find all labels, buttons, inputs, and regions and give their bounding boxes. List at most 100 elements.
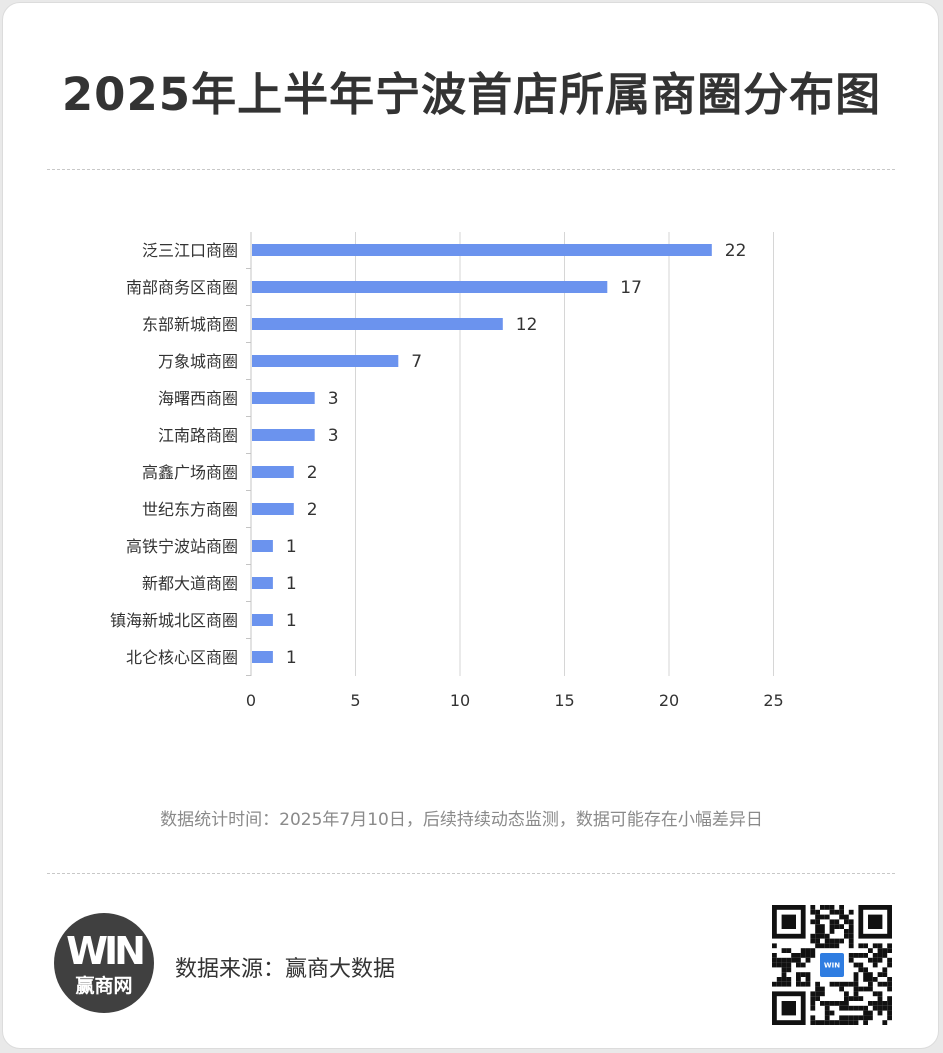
qr-module bbox=[853, 1020, 859, 1025]
top-divider bbox=[47, 169, 895, 170]
qr-badge bbox=[820, 953, 844, 977]
qr-module bbox=[772, 943, 777, 949]
qr-module bbox=[853, 962, 859, 968]
qr-module bbox=[863, 943, 868, 949]
qr-module bbox=[877, 1005, 883, 1011]
qr-module bbox=[858, 996, 864, 1001]
qr-module bbox=[810, 1015, 816, 1021]
qr-module bbox=[810, 991, 816, 997]
x-tick-label: 0 bbox=[246, 691, 256, 710]
qr-module bbox=[877, 991, 883, 997]
bar bbox=[252, 466, 294, 478]
qr-module bbox=[863, 1005, 868, 1011]
bar bbox=[252, 244, 712, 256]
qr-module bbox=[810, 1005, 816, 1011]
qr-module bbox=[882, 1005, 888, 1011]
qr-module bbox=[853, 996, 859, 1001]
category-label: 新都大道商圈 bbox=[142, 574, 238, 593]
data-label: 3 bbox=[328, 389, 339, 409]
qr-module bbox=[853, 953, 859, 958]
qr-module bbox=[877, 981, 883, 987]
qr-module bbox=[815, 929, 820, 934]
bar bbox=[252, 614, 273, 626]
category-label: 海曙西商圈 bbox=[158, 389, 238, 408]
category-label: 北仑核心区商圈 bbox=[126, 648, 238, 667]
qr-module bbox=[824, 933, 830, 939]
qr-module bbox=[877, 948, 883, 953]
qr-module bbox=[796, 953, 801, 958]
qr-module bbox=[882, 1020, 888, 1025]
qr-module bbox=[772, 953, 777, 958]
qr-module bbox=[829, 1001, 835, 1006]
qr-module bbox=[815, 909, 820, 915]
category-label: 东部新城商圈 bbox=[142, 315, 238, 334]
qr-module bbox=[839, 1001, 844, 1006]
bar bbox=[252, 540, 273, 552]
qr-module bbox=[820, 933, 825, 939]
qr-module bbox=[848, 957, 854, 963]
qr-module bbox=[824, 1020, 830, 1025]
bar bbox=[252, 503, 294, 515]
qr-code: WIN bbox=[772, 905, 892, 1025]
qr-badge-text: WIN bbox=[824, 961, 840, 969]
qr-module bbox=[820, 986, 825, 992]
qr-module bbox=[834, 909, 840, 915]
qr-module bbox=[839, 909, 844, 915]
qr-module bbox=[872, 957, 878, 963]
qr-module bbox=[834, 924, 840, 929]
qr-module bbox=[781, 977, 787, 982]
category-label: 高铁宁波站商圈 bbox=[126, 537, 238, 556]
qr-module bbox=[800, 948, 806, 953]
qr-module bbox=[872, 1005, 878, 1011]
qr-module bbox=[776, 962, 782, 968]
qr-module bbox=[776, 977, 782, 982]
qr-module bbox=[839, 1015, 844, 1021]
qr-module bbox=[815, 938, 820, 944]
qr-module bbox=[844, 981, 849, 987]
qr-module bbox=[853, 1005, 859, 1011]
qr-module bbox=[815, 919, 820, 925]
qr-module bbox=[858, 1005, 864, 1011]
qr-module bbox=[839, 938, 844, 944]
qr-module bbox=[839, 1020, 844, 1025]
qr-module bbox=[844, 929, 849, 934]
qr-module bbox=[844, 1015, 849, 1021]
qr-module bbox=[887, 943, 892, 949]
qr-module bbox=[868, 957, 873, 963]
qr-module bbox=[810, 953, 816, 958]
category-label: 南部商务区商圈 bbox=[126, 278, 238, 297]
data-label: 17 bbox=[620, 278, 642, 298]
qr-module bbox=[781, 948, 787, 953]
qr-module bbox=[810, 938, 816, 944]
qr-module bbox=[796, 962, 801, 968]
logo-text: 赢商网 bbox=[75, 975, 133, 997]
qr-module bbox=[781, 981, 787, 987]
qr-module bbox=[834, 981, 840, 987]
qr-module bbox=[858, 943, 864, 949]
x-tick-label: 10 bbox=[450, 691, 470, 710]
qr-module bbox=[815, 991, 820, 997]
qr-module bbox=[868, 986, 873, 992]
qr-module bbox=[791, 957, 796, 963]
x-tick-label: 20 bbox=[659, 691, 679, 710]
qr-finder-core bbox=[781, 1001, 796, 1016]
qr-module bbox=[810, 948, 816, 953]
qr-module bbox=[781, 972, 787, 977]
data-label: 1 bbox=[286, 611, 297, 631]
qr-module bbox=[829, 924, 835, 929]
qr-module bbox=[844, 996, 849, 1001]
qr-module bbox=[824, 943, 830, 949]
qr-module bbox=[839, 1005, 844, 1011]
qr-module bbox=[887, 948, 892, 953]
bar bbox=[252, 577, 273, 589]
qr-module bbox=[863, 977, 868, 982]
qr-module bbox=[834, 919, 840, 925]
qr-module bbox=[858, 986, 864, 992]
data-label: 1 bbox=[286, 537, 297, 557]
qr-module bbox=[848, 981, 854, 987]
qr-module bbox=[805, 981, 811, 987]
data-label: 2 bbox=[307, 463, 318, 483]
qr-module bbox=[829, 981, 835, 987]
qr-module bbox=[824, 1005, 830, 1011]
